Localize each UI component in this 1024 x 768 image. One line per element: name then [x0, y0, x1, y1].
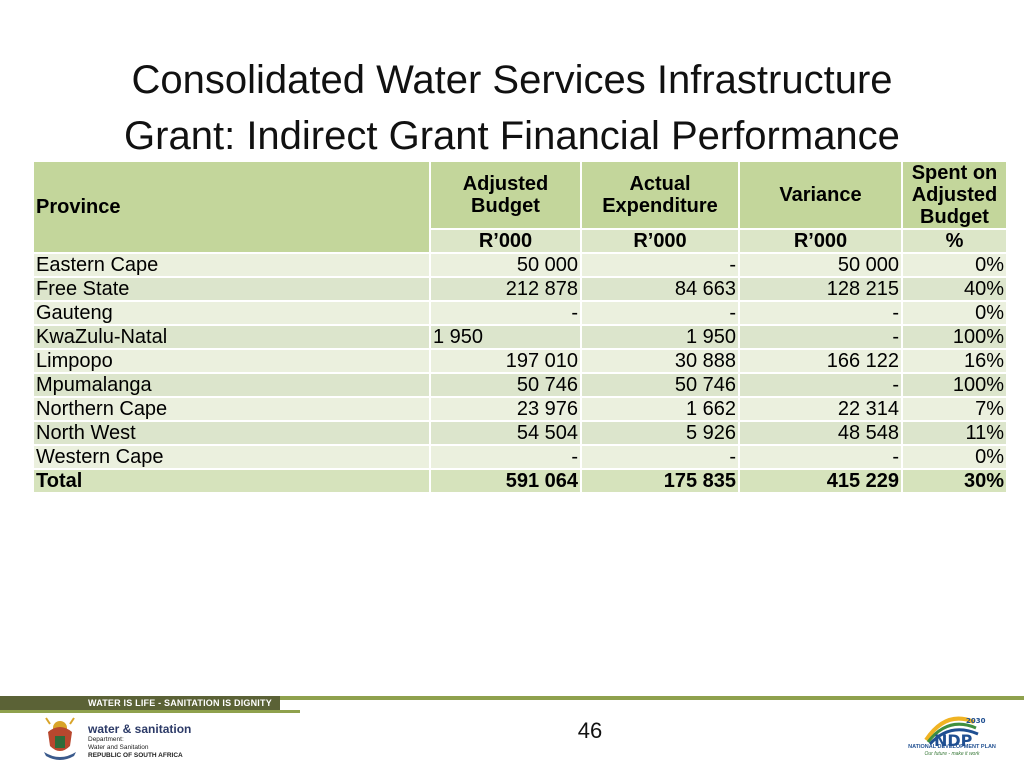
cell-variance: - — [738, 324, 903, 350]
cell-spent: 11% — [901, 420, 1008, 446]
cell-province: Gauteng — [32, 300, 431, 326]
units-row: R’000 R’000 R’000 % — [33, 228, 1008, 254]
cell-spent: 0% — [901, 300, 1008, 326]
cell-actual: 1 950 — [580, 324, 740, 350]
cell-actual: 5 926 — [580, 420, 740, 446]
header-variance: Variance — [738, 160, 903, 230]
unit-actual: R’000 — [580, 228, 740, 254]
cell-province: Northern Cape — [32, 396, 431, 422]
dept-line-1: Department: — [88, 736, 124, 743]
cell-actual: - — [580, 444, 740, 470]
ndp-logo-text: NDP — [934, 731, 973, 750]
cell-spent: 0% — [901, 252, 1008, 278]
unit-spent: % — [901, 228, 1008, 254]
table-row: North West 54 504 5 926 48 548 11% — [32, 420, 1008, 446]
cell-variance: - — [738, 372, 903, 398]
cell-province: Mpumalanga — [32, 372, 431, 398]
table-row: Eastern Cape 50 000 - 50 000 0% — [32, 252, 1008, 278]
cell-spent: 100% — [901, 372, 1008, 398]
cell-variance: - — [738, 444, 903, 470]
cell-variance: 50 000 — [738, 252, 903, 278]
cell-actual: 50 746 — [580, 372, 740, 398]
cell-variance: - — [738, 300, 903, 326]
table-row: Mpumalanga 50 746 50 746 - 100% — [32, 372, 1008, 398]
cell-actual: 175 835 — [580, 468, 740, 494]
cell-spent: 30% — [901, 468, 1008, 494]
title-line-1: Consolidated Water Services Infrastructu… — [131, 58, 893, 102]
cell-actual: 30 888 — [580, 348, 740, 374]
coat-of-arms-icon — [44, 717, 76, 760]
cell-budget: 50 746 — [429, 372, 582, 398]
cell-budget: 54 504 — [429, 420, 582, 446]
cell-spent: 16% — [901, 348, 1008, 374]
cell-province: Western Cape — [32, 444, 431, 470]
header-actual-expenditure: Actual Expenditure — [580, 160, 740, 230]
dept-line-3: REPUBLIC OF SOUTH AFRICA — [88, 752, 183, 759]
cell-budget: - — [429, 300, 582, 326]
cell-actual: - — [580, 252, 740, 278]
cell-budget: 197 010 — [429, 348, 582, 374]
cell-budget: 50 000 — [429, 252, 582, 278]
cell-budget: 591 064 — [429, 468, 582, 494]
page-number: 46 — [577, 718, 603, 743]
ndp-caption-block: NATIONAL DEVELOPMENT PLAN Our future - m… — [905, 744, 999, 757]
table-row: Limpopo 197 010 30 888 166 122 16% — [32, 348, 1008, 374]
ndp-caption: NATIONAL DEVELOPMENT PLAN — [908, 744, 996, 750]
table-row: Northern Cape 23 976 1 662 22 314 7% — [32, 396, 1008, 422]
unit-variance: R’000 — [738, 228, 903, 254]
cell-variance: 22 314 — [738, 396, 903, 422]
table-row: Free State 212 878 84 663 128 215 40% — [32, 276, 1008, 302]
cell-province: Limpopo — [32, 348, 431, 374]
table-row: KwaZulu-Natal 1 950 1 950 - 100% — [32, 324, 1008, 350]
cell-spent: 40% — [901, 276, 1008, 302]
cell-province: North West — [32, 420, 431, 446]
ndp-logo-icon: NDP 2030 — [924, 716, 986, 750]
cell-province: Total — [32, 468, 431, 494]
footer-band: WATER IS LIFE - SANITATION IS DIGNITY — [0, 694, 1024, 713]
table-row: Western Cape - - - 0% — [32, 444, 1008, 470]
header-row: Province Adjusted Budget Actual Expenditur… — [32, 160, 1008, 254]
cell-variance: 48 548 — [738, 420, 903, 446]
table-row: Gauteng - - - 0% — [32, 300, 1008, 326]
ndp-tagline: Our future - make it work — [924, 751, 980, 757]
financial-performance-table: Province Adjusted Budget Actual Expenditur… — [32, 160, 1008, 494]
cell-actual: 1 662 — [580, 396, 740, 422]
cell-spent: 0% — [901, 444, 1008, 470]
header-spent: Spent on Adjusted Budget — [901, 160, 1008, 230]
dept-name: water & sanitation — [88, 722, 192, 736]
ndp-year: 2030 — [966, 717, 986, 725]
cell-budget: - — [429, 444, 582, 470]
cell-variance: 128 215 — [738, 276, 903, 302]
footer-line — [250, 696, 1024, 700]
cell-budget: 23 976 — [429, 396, 582, 422]
cell-spent: 7% — [901, 396, 1008, 422]
cell-province: Free State — [32, 276, 431, 302]
header-adjusted-budget: Adjusted Budget — [429, 160, 582, 230]
total-row: Total 591 064 175 835 415 229 30% — [32, 468, 1008, 494]
cell-variance: 166 122 — [738, 348, 903, 374]
cell-actual: - — [580, 300, 740, 326]
header-province: Province — [32, 160, 431, 254]
footer-slogan: WATER IS LIFE - SANITATION IS DIGNITY — [0, 696, 280, 710]
footer-underline — [0, 710, 300, 713]
cell-actual: 84 663 — [580, 276, 740, 302]
department-logo — [38, 716, 208, 762]
cell-variance: 415 229 — [738, 468, 903, 494]
cell-province: KwaZulu-Natal — [32, 324, 431, 350]
cell-spent: 100% — [901, 324, 1008, 350]
unit-budget: R’000 — [429, 228, 582, 254]
page-title: Consolidated Water Services Infrastructu… — [20, 52, 1004, 164]
cell-budget: 212 878 — [429, 276, 582, 302]
dept-line-2: Water and Sanitation — [88, 744, 149, 751]
ndp-logo: NDP 2030 — [912, 710, 992, 768]
department-name-block: water & sanitation Department: Water and… — [88, 722, 191, 760]
title-line-2: Grant: Indirect Grant Financial Performa… — [124, 114, 900, 158]
cell-province: Eastern Cape — [32, 252, 431, 278]
cell-budget: 1 950 — [429, 324, 582, 350]
